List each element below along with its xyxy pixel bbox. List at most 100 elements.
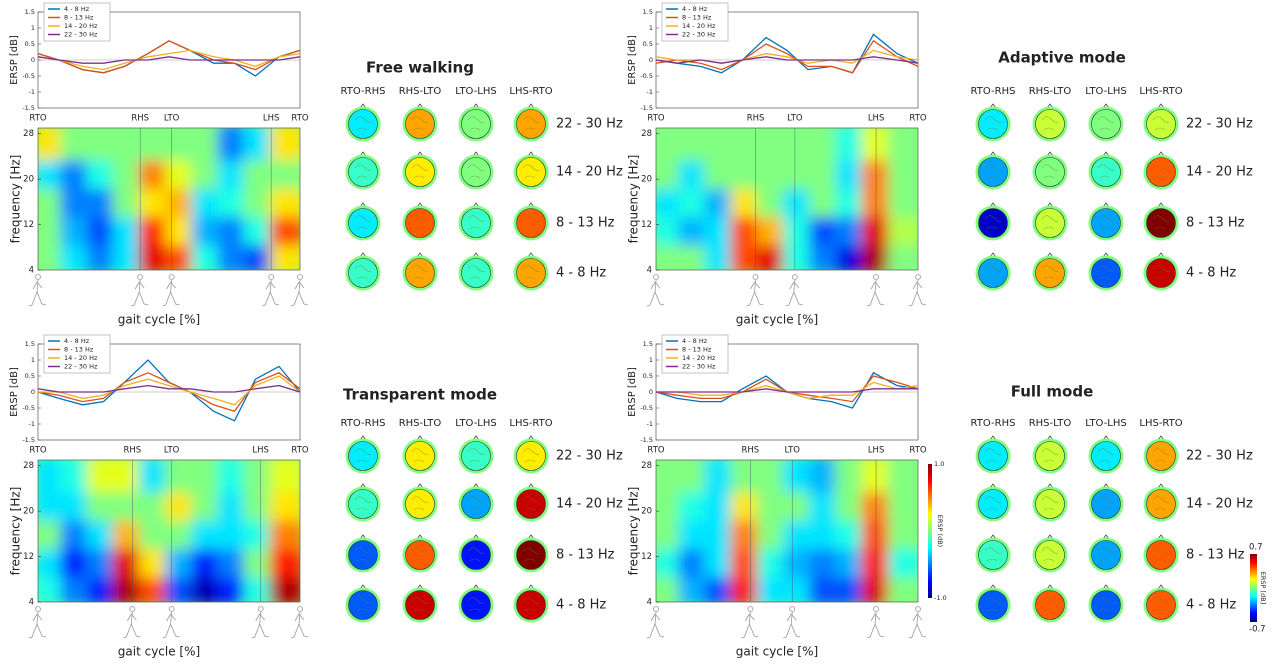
- event-label: LTO: [164, 446, 180, 456]
- y-tick-label: -1: [29, 88, 35, 96]
- y-tick-label: 1.5: [25, 340, 35, 348]
- topo-contour: [411, 597, 429, 612]
- topomap: [1035, 258, 1065, 288]
- y-tick-label: 1: [649, 24, 653, 32]
- row-label: 8 - 13 Hz: [1186, 548, 1245, 563]
- walker-body: [866, 611, 885, 639]
- heatmap-frame: [655, 127, 919, 271]
- topomap: [1091, 157, 1121, 187]
- walker-body: [28, 279, 47, 307]
- topomap: [348, 590, 378, 620]
- event-label: RHS: [741, 446, 759, 456]
- y-tick-label: 0: [649, 56, 653, 64]
- event-label: LHS: [252, 446, 269, 456]
- walker-body: [262, 279, 280, 307]
- y-tick-label: 0.5: [25, 372, 35, 380]
- row-label: 22 - 30 Hz: [556, 449, 623, 464]
- topomap: [1146, 109, 1176, 139]
- column-label: RHS-LTO: [399, 86, 442, 97]
- y-tick-label: 12: [23, 220, 34, 230]
- topomap: [1146, 540, 1176, 570]
- topomap: [1035, 590, 1065, 620]
- legend-label: 22 - 30 Hz: [682, 363, 716, 371]
- y-tick-label: 1.5: [643, 8, 653, 16]
- walker-body: [646, 279, 665, 307]
- topo-contour: [984, 547, 1002, 562]
- topo-contour: [354, 547, 372, 562]
- walker-head: [35, 274, 41, 280]
- walker-icon: [131, 274, 149, 307]
- event-label: RTO: [29, 114, 46, 124]
- series-line: [37, 384, 301, 393]
- y-tick-label: 12: [23, 552, 34, 562]
- column-label: RHS-LTO: [1029, 418, 1072, 429]
- topo-contour: [354, 597, 372, 612]
- panel: Transparent mode -1.5 -1 -0.5 0 0.5 1 1.5 ERSP […: [9, 334, 623, 659]
- legend-label: 8 - 13 Hz: [64, 14, 94, 22]
- column-label: LTO-LHS: [1085, 86, 1127, 97]
- event-label: RTO: [291, 446, 308, 456]
- legend-label: 8 - 13 Hz: [682, 14, 712, 22]
- topomap: [978, 590, 1008, 620]
- walker-body: [785, 279, 803, 307]
- event-label: RTO: [647, 114, 664, 124]
- x-axis-label: gait cycle [%]: [118, 313, 200, 327]
- walker-head: [257, 606, 264, 612]
- topo-contour: [467, 215, 485, 230]
- y-axis-label: ERSP [dB]: [9, 35, 20, 85]
- walker-body: [162, 279, 180, 307]
- column-label: RTO-RHS: [341, 86, 386, 97]
- topomap: [405, 441, 435, 471]
- y-tick-label: -0.5: [640, 404, 653, 412]
- event-label: LTO: [164, 114, 180, 124]
- heatmap-clip: [656, 460, 918, 602]
- y-tick-label: 1: [31, 24, 35, 32]
- event-label: LTO: [785, 446, 801, 456]
- legend-label: 14 - 20 Hz: [64, 22, 98, 30]
- walker-body: [783, 611, 801, 639]
- event-label: RHS: [131, 114, 149, 124]
- walker-head: [268, 274, 275, 280]
- colorbar-tick-label: -1.0: [934, 594, 947, 602]
- row-label: 22 - 30 Hz: [556, 117, 623, 132]
- topo-contour: [522, 597, 540, 612]
- walker-head: [653, 274, 659, 280]
- walker-body: [251, 611, 269, 639]
- topomap: [516, 208, 546, 238]
- event-label: RHS: [747, 114, 765, 124]
- walker-icon: [123, 606, 141, 639]
- event-label: RTO: [29, 446, 46, 456]
- y-tick-label: 0: [649, 388, 653, 396]
- topomap: [978, 109, 1008, 139]
- topo-contour: [522, 448, 540, 463]
- y-axis-label: frequency [Hz]: [627, 155, 641, 244]
- topo-contour: [1097, 597, 1115, 612]
- topo-contour: [467, 116, 485, 131]
- topomap: [516, 489, 546, 519]
- colorbar-label: ERSP (dB): [936, 515, 944, 547]
- walker-body: [123, 611, 141, 639]
- topomap: [1146, 157, 1176, 187]
- y-tick-label: -1.5: [640, 436, 653, 444]
- topo-contour: [1152, 116, 1170, 131]
- walker-head: [653, 606, 659, 612]
- series-line: [656, 388, 918, 393]
- panel-title: Adaptive mode: [998, 49, 1126, 67]
- y-tick-label: 28: [23, 129, 34, 139]
- heatmap-frame: [655, 459, 919, 603]
- topomap: [405, 157, 435, 187]
- topo-contour: [354, 265, 372, 280]
- topomap: [516, 590, 546, 620]
- colorbar-tick-label: 1.0: [934, 460, 944, 468]
- y-tick-label: 0: [31, 388, 35, 396]
- topomap: [1091, 489, 1121, 519]
- row-label: 8 - 13 Hz: [556, 548, 615, 563]
- y-tick-label: 20: [23, 175, 34, 185]
- x-axis-label: gait cycle [%]: [118, 645, 200, 659]
- walker-icon: [783, 606, 801, 639]
- topo-contour: [1097, 496, 1115, 511]
- series-line: [655, 33, 919, 74]
